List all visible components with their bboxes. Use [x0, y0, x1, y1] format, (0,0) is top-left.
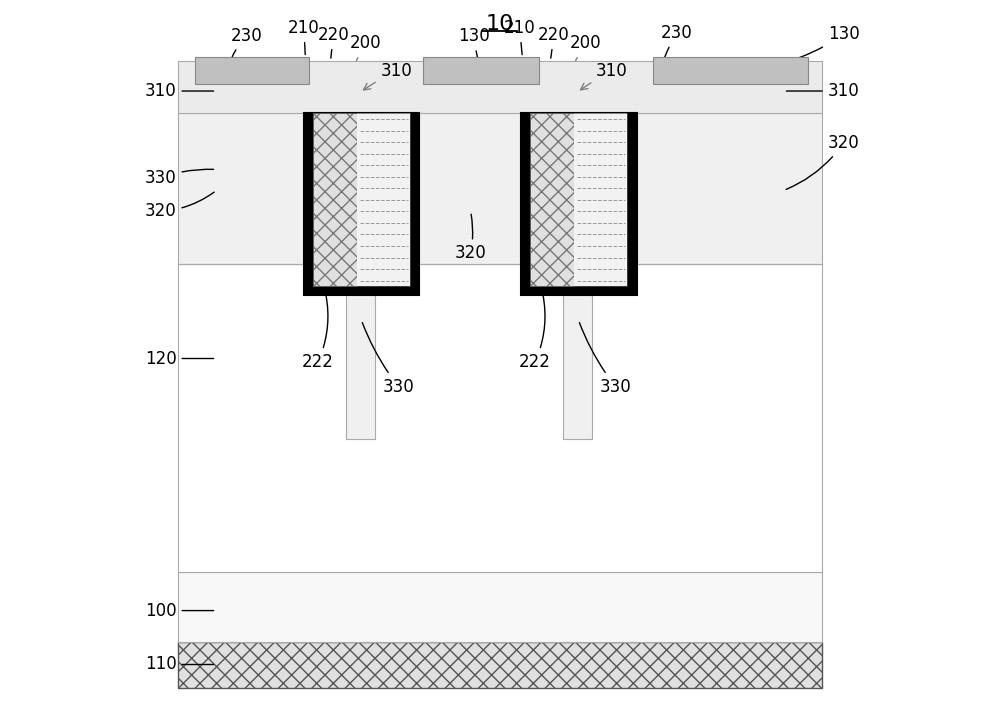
Bar: [178, 642, 822, 688]
Text: 220: 220: [538, 26, 570, 58]
Text: 320: 320: [145, 192, 214, 221]
Bar: [313, 113, 410, 286]
Bar: [346, 264, 375, 439]
Bar: [178, 264, 822, 572]
Text: 310: 310: [145, 82, 214, 100]
Bar: [304, 113, 419, 295]
Text: 330: 330: [362, 323, 414, 396]
Text: 230: 230: [661, 24, 692, 68]
Bar: [423, 58, 539, 84]
Text: 222: 222: [302, 288, 334, 371]
Text: 200: 200: [570, 34, 601, 60]
Text: 10: 10: [486, 14, 514, 34]
Bar: [313, 113, 357, 286]
Text: 320: 320: [455, 214, 486, 262]
Text: 320: 320: [786, 134, 859, 189]
Text: 310: 310: [786, 82, 859, 100]
Bar: [178, 572, 822, 642]
Text: 310: 310: [363, 63, 412, 90]
Text: 222: 222: [519, 288, 551, 371]
Bar: [521, 113, 637, 295]
Bar: [530, 113, 574, 286]
Bar: [178, 113, 822, 264]
Text: 130: 130: [458, 27, 490, 69]
Bar: [357, 113, 410, 286]
Text: 230: 230: [228, 27, 262, 68]
Bar: [530, 113, 627, 286]
Text: 120: 120: [145, 349, 214, 368]
Text: 130: 130: [734, 25, 859, 70]
Text: 330: 330: [145, 169, 214, 187]
Bar: [178, 61, 822, 113]
Text: 330: 330: [579, 323, 631, 396]
Bar: [574, 113, 627, 286]
Bar: [563, 264, 592, 439]
Text: 210: 210: [288, 19, 320, 55]
Bar: [195, 58, 309, 84]
Text: 220: 220: [317, 26, 349, 58]
Text: 100: 100: [145, 602, 214, 619]
Text: 110: 110: [145, 655, 214, 673]
Bar: [653, 58, 808, 84]
Text: 310: 310: [581, 63, 628, 90]
Text: 210: 210: [504, 19, 535, 55]
Text: 200: 200: [350, 34, 381, 60]
